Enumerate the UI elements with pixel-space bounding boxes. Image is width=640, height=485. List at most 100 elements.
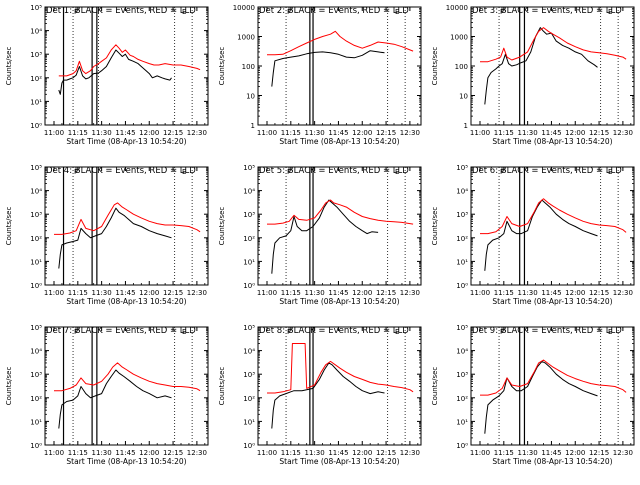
x-tick-label: 12:00 [139, 449, 159, 457]
y-tick-label: 10000 [446, 4, 468, 12]
y-tick-label: 10¹ [456, 258, 468, 266]
x-axis-title: Start Time (08-Apr-13 10:54:20) [279, 457, 399, 466]
x-tick-label: 12:00 [352, 289, 372, 297]
flag-label: F [287, 8, 291, 16]
y-tick-label: 10³ [456, 211, 468, 219]
x-tick-label: 12:30 [400, 129, 420, 137]
x-axis-title: Start Time (08-Apr-13 10:54:20) [279, 137, 399, 146]
x-tick-label: 11:00 [470, 289, 490, 297]
panel-title: Det 9: BLACK = Events, RED = LLD [472, 326, 622, 336]
x-tick-label: 11:30 [518, 129, 538, 137]
y-tick-label: 10² [243, 395, 255, 403]
x-axis-title: Start Time (08-Apr-13 10:54:20) [66, 297, 186, 306]
plot-frame [470, 166, 635, 286]
y-tick-label: 1000 [237, 34, 255, 42]
x-tick-label: 12:00 [139, 289, 159, 297]
detector-panel-3: Det 3: BLACK = Events, RED = LLD 1 10 100 10… [431, 4, 635, 146]
y-tick-label: 10⁴ [243, 348, 255, 356]
y-tick-label: 10⁵ [30, 324, 42, 332]
series-line-events [271, 50, 385, 87]
y-tick-label: 10⁰ [30, 442, 42, 450]
y-tick-label: 10⁰ [243, 282, 255, 290]
x-tick-label: 12:00 [565, 129, 585, 137]
y-tick-label: 10⁵ [30, 4, 42, 12]
flag-label: E [395, 328, 399, 336]
y-tick-label: 100 [455, 63, 468, 71]
x-tick-label: 11:30 [518, 289, 538, 297]
y-tick-label: 10⁰ [30, 282, 42, 290]
x-axis-title: Start Time (08-Apr-13 10:54:20) [492, 137, 612, 146]
panel-title: Det 2: BLACK = Events, RED = LLD [259, 6, 409, 16]
x-tick-label: 11:15 [494, 449, 514, 457]
y-tick-label: 1 [251, 122, 255, 130]
series-line-events [271, 362, 385, 429]
y-tick-label: 10⁴ [30, 28, 42, 36]
x-tick-label: 11:30 [92, 129, 112, 137]
x-tick-label: 11:45 [115, 129, 135, 137]
detector-panel-8: Det 8: BLACK = Events, RED = LLD 10⁰ 10¹ 10… [218, 324, 422, 466]
x-axis-title: Start Time (08-Apr-13 10:54:20) [66, 137, 186, 146]
x-tick-label: 11:45 [115, 289, 135, 297]
y-axis-title: Counts/sec [5, 47, 13, 86]
y-axis-title: Counts/sec [5, 367, 13, 406]
series-line-lld [267, 30, 414, 56]
flag-label: E [182, 168, 186, 176]
y-tick-label: 10³ [456, 371, 468, 379]
x-tick-label: 11:45 [115, 449, 135, 457]
x-tick-label: 12:15 [376, 289, 396, 297]
panel-title: Det 8: BLACK = Events, RED = LLD [259, 326, 409, 336]
x-tick-label: 11:30 [92, 449, 112, 457]
x-tick-label: 12:15 [163, 289, 183, 297]
series-line-lld [480, 359, 627, 396]
x-tick-label: 11:00 [44, 129, 64, 137]
y-tick-label: 10² [456, 235, 468, 243]
y-tick-label: 10¹ [30, 98, 42, 106]
series-line-lld [267, 343, 414, 394]
y-tick-label: 10⁴ [243, 188, 255, 196]
y-tick-label: 10¹ [30, 258, 42, 266]
y-tick-label: 10¹ [243, 258, 255, 266]
x-tick-label: 11:30 [305, 449, 325, 457]
flag-label: F [500, 168, 504, 176]
series-line-events [271, 199, 379, 274]
flag-label: E [182, 328, 186, 336]
y-tick-label: 10⁵ [456, 164, 468, 172]
y-tick-label: 1 [464, 122, 468, 130]
x-tick-label: 11:15 [68, 449, 88, 457]
plot-frame [44, 166, 209, 286]
x-tick-label: 12:15 [589, 129, 609, 137]
detector-panel-2: Det 2: BLACK = Events, RED = LLD 1 10 100 10… [218, 4, 422, 146]
series-line-lld [267, 199, 414, 225]
x-tick-label: 11:30 [305, 289, 325, 297]
detector-panel-5: Det 5: BLACK = Events, RED = LLD 10⁰ 10¹ 10… [218, 164, 422, 306]
x-tick-label: 11:00 [470, 449, 490, 457]
x-axis-title: Start Time (08-Apr-13 10:54:20) [492, 457, 612, 466]
flag-label: F [287, 328, 291, 336]
x-tick-label: 11:15 [281, 289, 301, 297]
flag-label: F [500, 8, 504, 16]
y-axis-title: Counts/sec [431, 367, 439, 406]
x-tick-label: 11:45 [328, 289, 348, 297]
x-tick-label: 12:15 [589, 289, 609, 297]
x-tick-label: 11:00 [257, 449, 277, 457]
x-tick-label: 12:00 [565, 289, 585, 297]
flag-label: E [608, 168, 612, 176]
x-tick-label: 11:45 [328, 449, 348, 457]
x-tick-label: 12:30 [400, 289, 420, 297]
x-tick-label: 11:30 [518, 449, 538, 457]
x-tick-label: 12:30 [400, 449, 420, 457]
panel-title: Det 5: BLACK = Events, RED = LLD [259, 166, 409, 176]
y-axis-title: Counts/sec [218, 207, 226, 246]
panel-title: Det 1: BLACK = Events, RED = LLD [46, 6, 196, 16]
x-tick-label: 12:30 [187, 289, 207, 297]
x-tick-label: 11:15 [281, 129, 301, 137]
flag-label: E [608, 8, 612, 16]
x-axis-title: Start Time (08-Apr-13 10:54:20) [492, 297, 612, 306]
x-tick-label: 12:15 [163, 449, 183, 457]
flag-label: E [395, 168, 399, 176]
y-tick-label: 10³ [30, 371, 42, 379]
y-tick-label: 10⁵ [243, 164, 255, 172]
x-tick-label: 12:00 [565, 449, 585, 457]
series-line-lld [480, 27, 627, 63]
detector-panel-6: Det 6: BLACK = Events, RED = LLD 10⁰ 10¹ 10… [431, 164, 635, 306]
